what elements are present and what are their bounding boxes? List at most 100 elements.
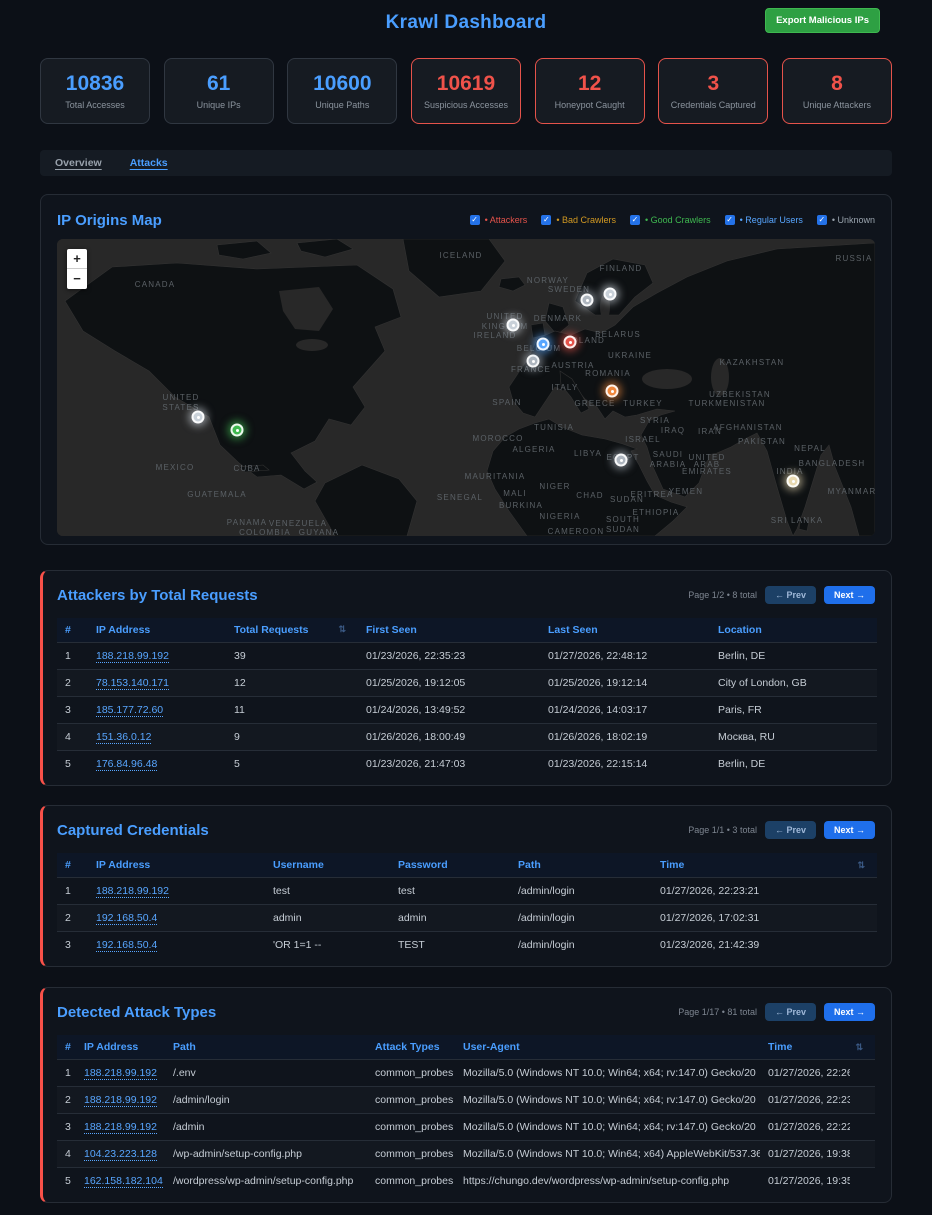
ip-address-link[interactable]: 192.168.50.4: [96, 912, 158, 925]
table-cell: common_probes: [367, 1113, 455, 1141]
svg-text:COLOMBIA: COLOMBIA: [239, 528, 291, 536]
stat-label: Unique Attackers: [802, 100, 871, 110]
svg-text:ROMANIA: ROMANIA: [585, 369, 631, 378]
legend-item-bad-crawlers[interactable]: ✓ • Bad Crawlers: [541, 215, 616, 225]
column-label: #: [65, 859, 71, 871]
svg-text:SENEGAL: SENEGAL: [437, 493, 483, 502]
svg-text:SUDAN: SUDAN: [610, 495, 644, 504]
table-cell: 01/27/2026, 22:23:21: [652, 877, 850, 905]
map-marker-unknown[interactable]: [526, 354, 540, 368]
zoom-out-button[interactable]: −: [67, 269, 87, 289]
table-cell: 01/27/2026, 19:35:33: [760, 1167, 850, 1194]
prev-page-button[interactable]: ← Prev: [764, 1003, 816, 1021]
table-cell: 01/27/2026, 22:23:21: [760, 1086, 850, 1114]
table-cell: 01/27/2026, 22:48:12: [540, 642, 710, 670]
page-summary: Page 1/1 • 3 total: [688, 825, 757, 835]
ip-address-link[interactable]: 176.84.96.48: [96, 758, 158, 771]
checkbox-checked-icon[interactable]: ✓: [469, 215, 480, 225]
ip-address-cell: 188.218.99.192: [88, 642, 226, 670]
table-row: 4 104.23.223.128/wp-admin/setup-config.ph…: [57, 1140, 875, 1168]
attackers-section: Attackers by Total Requests Page 1/2 • 8…: [40, 570, 892, 786]
table-cell: 01/23/2026, 21:42:39: [652, 931, 850, 958]
checkbox-checked-icon[interactable]: ✓: [816, 215, 827, 225]
svg-text:SUDAN: SUDAN: [606, 525, 640, 534]
world-map[interactable]: CANADA ICELAND UNITED STATES MEXICO CUBA GUATE…: [57, 239, 875, 536]
ip-address-link[interactable]: 188.218.99.192: [96, 650, 169, 663]
prev-page-button[interactable]: ← Prev: [764, 821, 816, 839]
ip-address-link[interactable]: 78.153.140.171: [96, 677, 169, 690]
svg-text:ARAB: ARAB: [694, 460, 721, 469]
checkbox-checked-icon[interactable]: ✓: [541, 215, 552, 225]
map-marker-unknown[interactable]: [191, 410, 205, 424]
stat-value: 3: [707, 72, 720, 95]
map-marker-good-crawler[interactable]: [230, 423, 244, 437]
export-malicious-ips-button[interactable]: Export Malicious IPs: [765, 8, 880, 33]
table-cell: [850, 1086, 875, 1114]
tab-attacks[interactable]: Attacks: [129, 157, 168, 169]
map-marker-attacker[interactable]: [563, 335, 577, 349]
sort-arrows-icon[interactable]: ⇅: [855, 1041, 863, 1052]
svg-text:INDIA: INDIA: [776, 467, 803, 476]
table-cell: common_probes: [367, 1140, 455, 1168]
svg-text:ISRAEL: ISRAEL: [625, 435, 661, 444]
column-header-attack-types: Attack Types: [367, 1035, 455, 1060]
ip-address-cell: 176.84.96.48: [88, 750, 226, 777]
legend-item-unknown[interactable]: ✓ • Unknown: [816, 215, 875, 225]
next-page-button[interactable]: Next →: [823, 586, 875, 604]
sort-arrows-icon[interactable]: ⇅: [857, 859, 865, 870]
column-header-user-agent: User-Agent: [455, 1035, 760, 1060]
tab-overview[interactable]: Overview: [55, 157, 102, 169]
next-page-button[interactable]: Next →: [823, 1003, 875, 1021]
map-marker-unknown[interactable]: [786, 474, 800, 488]
zoom-in-button[interactable]: +: [67, 249, 87, 269]
svg-text:BURKINA: BURKINA: [499, 501, 543, 510]
legend-item-regular-users[interactable]: ✓ • Regular Users: [724, 215, 803, 225]
table-header-row: # IP Address Total Requests ⇅ First Seen Last…: [57, 618, 877, 643]
legend-item-good-crawlers[interactable]: ✓ • Good Crawlers: [629, 215, 711, 225]
table-row: 2 78.153.140.171 12 01/25/2026, 19:12:05 01/…: [57, 669, 877, 697]
ip-address-cell: 192.168.50.4: [88, 904, 265, 932]
ip-address-link[interactable]: 188.218.99.192: [96, 885, 169, 898]
prev-page-button[interactable]: ← Prev: [764, 586, 816, 604]
ip-address-link[interactable]: 104.23.223.128: [84, 1148, 157, 1161]
ip-address-link[interactable]: 162.158.182.104: [84, 1175, 163, 1188]
ip-address-link[interactable]: 188.218.99.192: [84, 1121, 157, 1134]
legend-label: • Good Crawlers: [644, 215, 711, 225]
map-marker-bad-crawler[interactable]: [605, 384, 619, 398]
table-cell: test: [265, 877, 390, 905]
column-label: IP Address: [96, 859, 151, 871]
map-marker-regular-user[interactable]: [536, 337, 550, 351]
column-header-sort[interactable]: ⇅: [850, 1035, 875, 1060]
ip-address-link[interactable]: 151.36.0.12: [96, 731, 152, 744]
map-marker-unknown[interactable]: [603, 287, 617, 301]
column-header-total-requests[interactable]: Total Requests ⇅: [226, 618, 358, 643]
table-cell: [850, 1113, 875, 1141]
legend-item-attackers[interactable]: ✓ • Attackers: [469, 215, 528, 225]
column-label: #: [65, 624, 71, 636]
table-cell: 4: [57, 1140, 76, 1168]
ip-address-link[interactable]: 188.218.99.192: [84, 1094, 157, 1107]
table-cell: Berlin, DE: [710, 750, 877, 777]
checkbox-checked-icon[interactable]: ✓: [629, 215, 640, 225]
map-marker-unknown[interactable]: [614, 453, 628, 467]
map-marker-unknown[interactable]: [506, 318, 520, 332]
svg-text:CHAD: CHAD: [576, 491, 603, 500]
checkbox-checked-icon[interactable]: ✓: [724, 215, 735, 225]
ip-address-link[interactable]: 188.218.99.192: [84, 1067, 157, 1080]
app-header: Krawl Dashboard Export Malicious IPs: [0, 0, 932, 44]
legend-label: • Attackers: [484, 215, 528, 225]
svg-text:IRAN: IRAN: [698, 427, 722, 436]
table-cell: [850, 877, 877, 905]
table-cell: Mozilla/5.0 (Windows NT 10.0; Win64; x64…: [455, 1140, 760, 1168]
table-cell: 39: [226, 642, 358, 670]
map-marker-unknown[interactable]: [580, 293, 594, 307]
ip-address-link[interactable]: 185.177.72.60: [96, 704, 164, 717]
table-cell: 01/27/2026, 22:22:54: [760, 1113, 850, 1141]
svg-text:CAMEROON: CAMEROON: [548, 527, 605, 536]
sort-arrows-icon[interactable]: ⇅: [338, 624, 346, 634]
svg-text:PAKISTAN: PAKISTAN: [738, 437, 786, 446]
column-header-sort[interactable]: ⇅: [850, 853, 877, 878]
next-page-button[interactable]: Next →: [823, 821, 875, 839]
ip-address-link[interactable]: 192.168.50.4: [96, 939, 158, 952]
